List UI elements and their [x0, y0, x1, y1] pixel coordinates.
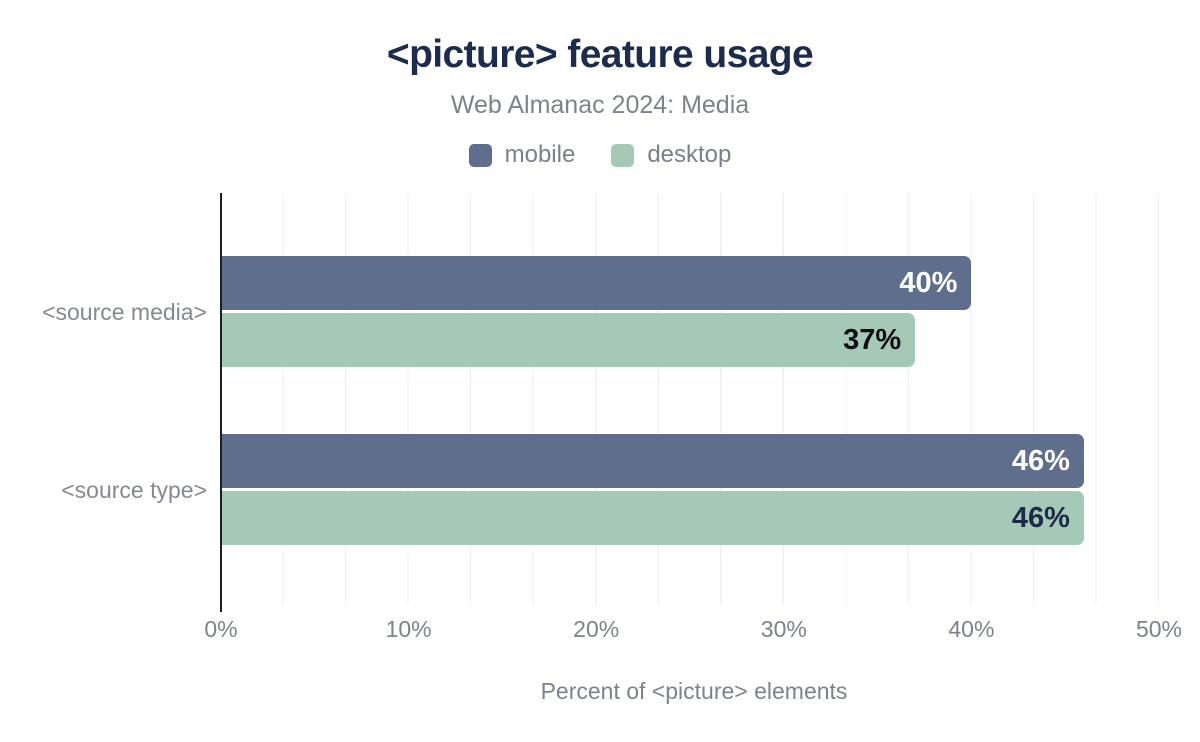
x-tick-label-50%: 50%: [1135, 616, 1183, 642]
legend-label: desktop: [647, 141, 732, 168]
legend: mobile desktop: [0, 141, 1200, 169]
bar-value-label: 37%: [843, 323, 902, 356]
legend-swatch-mobile: [468, 143, 492, 167]
x-tick-label-10%: 10%: [385, 616, 432, 642]
bar-mobile-0: 40%: [221, 256, 972, 310]
category-label-1: <source type>: [61, 476, 207, 503]
legend-item-mobile[interactable]: mobile: [468, 141, 576, 169]
chart-title: <picture> feature usage: [386, 33, 814, 76]
plot-area: 40% 37% 46% 46%: [221, 193, 1185, 605]
legend-item-desktop[interactable]: desktop: [611, 141, 731, 169]
legend-label: mobile: [504, 141, 576, 168]
bar-desktop-1: 46%: [221, 491, 1084, 545]
category-label-0: <source media>: [42, 298, 207, 325]
x-tick-label-0%: 0%: [204, 616, 238, 642]
bar-value-label: 46%: [1011, 444, 1070, 477]
x-tick-label-30%: 30%: [760, 616, 807, 642]
y-axis-line: [220, 193, 222, 612]
x-tick-label-40%: 40%: [948, 616, 995, 642]
bar-mobile-1: 46%: [221, 434, 1084, 488]
bar-value-label: 46%: [1011, 501, 1070, 534]
legend-swatch-desktop: [611, 143, 635, 167]
bar-desktop-0: 37%: [221, 313, 916, 367]
bar-value-label: 40%: [899, 266, 958, 299]
chart-subtitle: Web Almanac 2024: Media: [450, 91, 750, 119]
x-axis-title: Percent of <picture> elements: [540, 678, 848, 704]
x-tick-label-20%: 20%: [573, 616, 620, 642]
